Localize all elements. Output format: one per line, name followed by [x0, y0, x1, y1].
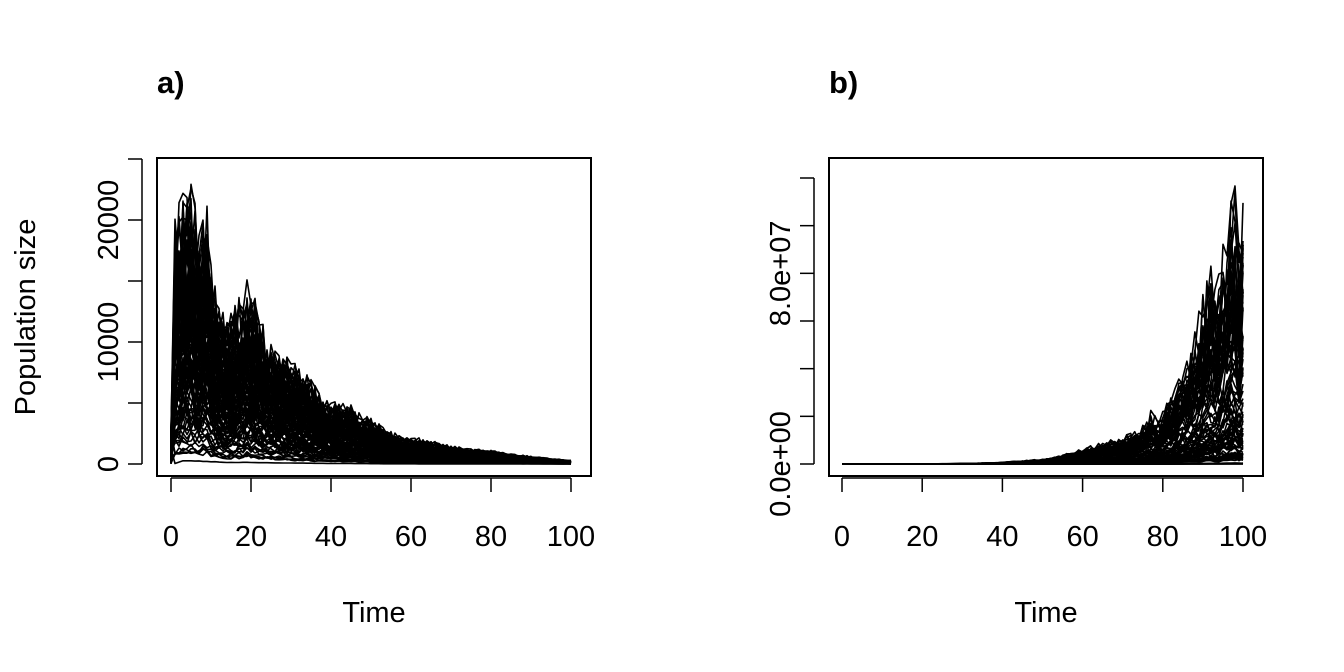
panel-a-series-group: [170, 183, 572, 465]
a-series-line: [170, 361, 572, 464]
panel-b-x-axis-title: Time: [1014, 597, 1077, 629]
panel-b-series-group: [842, 185, 1244, 465]
y-tick-label: 0: [93, 456, 125, 472]
panel-b-title: b): [829, 65, 858, 100]
y-tick-label: 10000: [93, 302, 125, 383]
panel-a: a) 0 20 40 60 80 100 0 10000 20000 Time Populat…: [10, 65, 595, 629]
panel-a-y-axis-title: Population size: [10, 219, 42, 416]
x-tick-label: 0: [163, 521, 179, 553]
y-tick-label: 20000: [93, 180, 125, 261]
x-tick-label: 80: [475, 521, 507, 553]
panel-b-y-axis: 0.0e+00 8.0e+07: [765, 177, 815, 517]
x-tick-label: 60: [395, 521, 427, 553]
x-tick-label: 40: [986, 521, 1018, 553]
a-series-line: [170, 405, 572, 465]
panel-a-plot-box: [156, 157, 592, 477]
panel-a-x-axis: 0 20 40 60 80 100: [163, 477, 595, 553]
b-series-line: [842, 200, 1244, 465]
a-series-line: [170, 229, 572, 463]
x-tick-label: 0: [834, 521, 850, 553]
a-series-line: [170, 262, 572, 465]
x-tick-label: 100: [1219, 521, 1267, 553]
a-series-line: [170, 434, 571, 465]
x-tick-label: 100: [547, 521, 595, 553]
x-tick-label: 40: [315, 521, 347, 553]
panel-b-x-axis: 0 20 40 60 80 100: [834, 477, 1267, 553]
y-tick-label: 8.0e+07: [765, 221, 797, 327]
x-tick-label: 20: [906, 521, 938, 553]
b-series-line: [842, 454, 1244, 465]
panel-b-plot-box: [828, 157, 1264, 477]
b-series-line: [842, 202, 1244, 465]
y-tick-label: 0.0e+00: [765, 411, 797, 517]
panel-a-x-axis-title: Time: [342, 597, 405, 629]
panel-a-y-axis: 0 10000 20000: [93, 158, 143, 472]
x-tick-label: 80: [1147, 521, 1179, 553]
panel-b: b) 0 20 40 60 80 100 0.0e+00 8.0e+07 Time: [765, 65, 1267, 629]
x-tick-label: 60: [1066, 521, 1098, 553]
x-tick-label: 20: [235, 521, 267, 553]
panel-a-title: a): [157, 65, 185, 100]
